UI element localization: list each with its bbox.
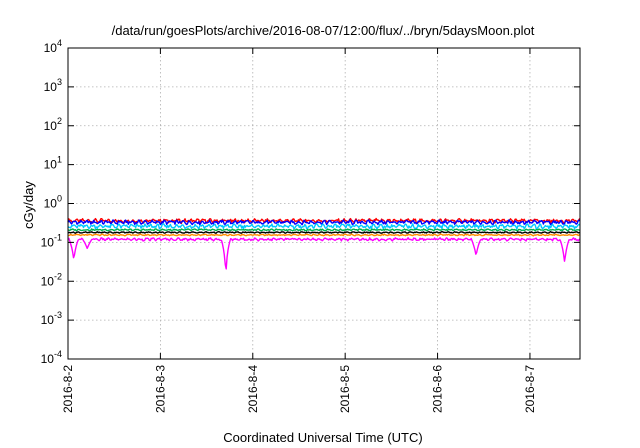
x-tick-label: 2016-8-5	[338, 365, 352, 413]
y-tick-labels: 10-4 10-3 10-2 10-1 100 101 102 103 104	[41, 38, 62, 366]
y-tick-label: 100	[44, 194, 62, 211]
y-axis-label: cGy/day	[21, 181, 36, 229]
y-tick-label: 101	[44, 155, 62, 172]
x-tick-label: 2016-8-7	[523, 365, 537, 413]
x-tick-label: 2016-8-4	[246, 365, 260, 413]
x-tick-label: 2016-8-2	[61, 365, 75, 413]
series-line	[67, 237, 581, 270]
series-line	[67, 231, 581, 234]
y-tick-label: 10-2	[41, 271, 62, 288]
x-tick-label: 2016-8-3	[153, 365, 167, 413]
series-line	[67, 233, 581, 237]
series-layer	[67, 217, 581, 270]
series-line	[67, 223, 581, 230]
chart-title: /data/run/goesPlots/archive/2016-08-07/1…	[112, 23, 535, 38]
y-tick-label: 10-4	[41, 349, 62, 366]
y-tick-label: 10-3	[41, 310, 62, 327]
y-tick-label: 104	[44, 38, 62, 55]
grid	[68, 48, 580, 359]
series-line	[67, 228, 581, 232]
y-tick-label: 103	[44, 77, 62, 94]
plot-frame	[67, 47, 581, 360]
x-tick-labels: 2016-8-2 2016-8-3 2016-8-4 2016-8-5 2016-8-6…	[61, 365, 537, 413]
x-tick-label: 2016-8-6	[431, 365, 445, 413]
x-axis-label: Coordinated Universal Time (UTC)	[223, 430, 422, 445]
y-tick-label: 102	[44, 116, 62, 133]
y-tick-label: 10-1	[41, 232, 62, 249]
series-line	[67, 219, 580, 226]
